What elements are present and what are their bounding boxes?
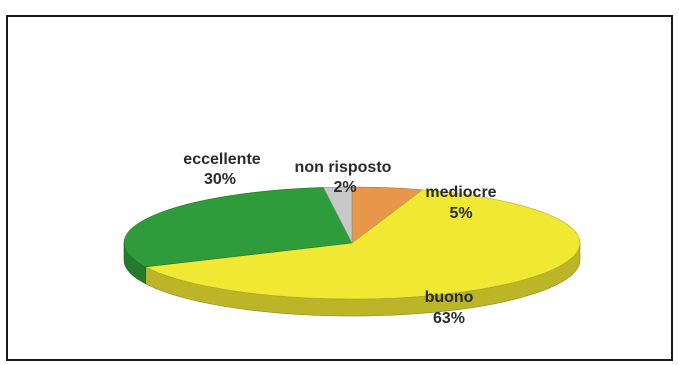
slice-buono <box>144 189 581 300</box>
slice-percent-non-risposto: 2% <box>333 179 356 196</box>
slice-label-mediocre: mediocre <box>425 184 496 201</box>
slice-label-eccellente: eccellente <box>183 151 260 168</box>
slice-label-buono: buono <box>425 289 474 306</box>
slice-percent-eccellente: 30% <box>204 171 236 188</box>
slice-eccellente <box>123 187 353 268</box>
pie-tops <box>123 186 581 300</box>
slice-label-non-risposto: non risposto <box>295 159 392 176</box>
slice-non-risposto <box>322 186 353 244</box>
slice-percent-mediocre: 5% <box>449 205 472 222</box>
slice-percent-buono: 63% <box>433 310 465 327</box>
